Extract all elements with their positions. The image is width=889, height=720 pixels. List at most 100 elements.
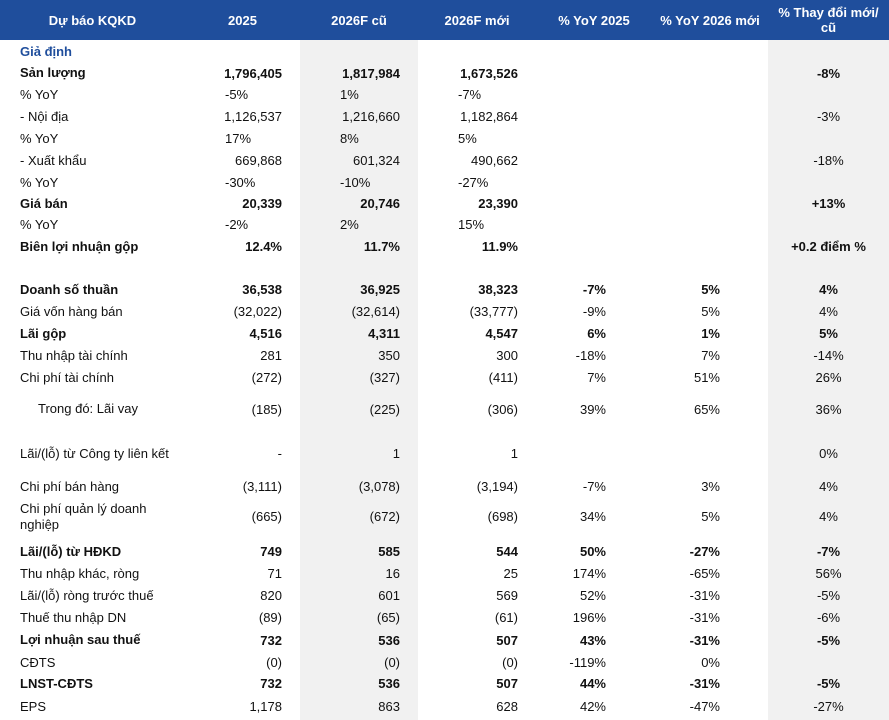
- cell-label: % YoY: [20, 86, 59, 102]
- cell-label: Thu nhập tài chính: [20, 347, 128, 363]
- table-row: LNST-CĐTS 732 536 507 44% -31% -5%: [0, 674, 889, 693]
- cell-y25: [536, 85, 606, 104]
- cell-chg: -18%: [813, 153, 844, 168]
- cell-v26o: -10%: [340, 175, 371, 190]
- cell-v2025: (185): [251, 401, 282, 417]
- cell-y26: 65%: [693, 401, 720, 417]
- cell-label: Giá bán: [20, 195, 68, 211]
- cell-y25: [536, 194, 606, 213]
- cell-label: Giả định: [20, 44, 72, 59]
- cell-v26o: 350: [378, 348, 400, 363]
- cell-v2025: 820: [260, 588, 282, 603]
- cell-v2025: 4,516: [249, 326, 282, 341]
- cell-v26o: 36,925: [360, 282, 400, 297]
- table-row: Lợi nhuận sau thuế 732 536 507 43% -31% -5%: [0, 630, 889, 650]
- cell-v26o: (0): [384, 655, 400, 670]
- cell-v2025: 36,538: [242, 282, 282, 297]
- cell-chg: [768, 85, 889, 104]
- cell-y26: 5%: [701, 282, 720, 297]
- table-row: % YoY -30% -10% -27%: [0, 173, 889, 192]
- cell-v26o: 8%: [340, 131, 359, 146]
- cell-v26o: 601,324: [353, 153, 400, 168]
- cell-v26n: (698): [487, 509, 518, 524]
- cell-chg: -5%: [816, 676, 841, 691]
- cell-label: Thu nhập khác, ròng: [20, 565, 140, 581]
- cell-y26: -65%: [689, 566, 720, 581]
- cell-v26n: 507: [496, 676, 518, 691]
- cell-chg: 56%: [815, 566, 842, 581]
- cell-v26n: [418, 259, 518, 278]
- cell-label: % YoY: [20, 174, 59, 190]
- cell-v26n: 11.9%: [481, 239, 518, 254]
- cell-chg: -5%: [816, 632, 841, 648]
- header-label: Dự báo KQKD: [48, 12, 137, 28]
- cell-y26: [652, 43, 720, 61]
- cell-v26n: 300: [496, 348, 518, 363]
- cell-label: Giá vốn hàng bán: [20, 303, 123, 319]
- cell-y25: [536, 151, 606, 170]
- cell-label: Lợi nhuận sau thuế: [20, 632, 141, 647]
- table-row: Chi phí bán hàng (3,111) (3,078) (3,194) -7%…: [0, 476, 889, 497]
- cell-v26n: 628: [496, 699, 518, 714]
- cell-y25: [536, 237, 606, 256]
- cell-label: Chi phí tài chính: [20, 369, 114, 385]
- header-2026-old: 2026F cũ: [331, 12, 387, 28]
- cell-v2025: 732: [260, 676, 282, 691]
- cell-v26o: 1,216,660: [342, 109, 400, 124]
- cell-v26n: 1,673,526: [460, 65, 518, 81]
- cell-y26: [652, 437, 720, 470]
- cell-label: Chi phí bán hàng: [20, 478, 120, 494]
- cell-y26: -31%: [689, 610, 720, 625]
- cell-v26o: (225): [369, 401, 400, 417]
- cell-v26o: (32,614): [351, 304, 400, 319]
- cell-v26n: 4,547: [485, 326, 518, 341]
- table-row: [0, 259, 889, 278]
- cell-label: LNST-CĐTS: [20, 675, 93, 691]
- table-row: - Nội địa 1,126,537 1,216,660 1,182,864 -3%: [0, 107, 889, 126]
- cell-chg: 4%: [819, 282, 838, 297]
- cell-y25: 34%: [579, 509, 606, 524]
- table-row: Doanh số thuần 36,538 36,925 38,323 -7% 5% 4%: [0, 280, 889, 299]
- cell-v26n: 38,323: [478, 282, 518, 297]
- cell-v2025: 1,126,537: [224, 109, 282, 124]
- cell-v26o: 11.7%: [363, 239, 400, 254]
- cell-v2025: -30%: [225, 175, 256, 190]
- cell-chg: -6%: [816, 610, 841, 625]
- cell-y25: 174%: [572, 566, 606, 581]
- table-row: Sản lượng 1,796,405 1,817,984 1,673,526 -8%: [0, 63, 889, 83]
- cell-v2025: [185, 43, 282, 61]
- cell-y26: 7%: [701, 348, 720, 363]
- table-header: Dự báo KQKD 2025 2026F cũ 2026F mới % Yo…: [0, 0, 889, 40]
- cell-v26n: 569: [496, 588, 518, 603]
- cell-v26n: 544: [496, 544, 518, 559]
- cell-v26n: 507: [496, 632, 518, 648]
- cell-label: % YoY: [20, 216, 59, 232]
- cell-y26: [652, 107, 720, 126]
- table-row: Chi phí quản lý doanh nghiệp (665) (672) (6…: [0, 498, 889, 535]
- table-row: Biên lợi nhuận gộp 12.4% 11.7% 11.9% +0.2 đi…: [0, 237, 889, 256]
- cell-label: CĐTS: [20, 654, 56, 670]
- cell-chg: [768, 259, 889, 278]
- cell-y26: 51%: [693, 370, 720, 385]
- cell-v26o: (327): [369, 370, 400, 385]
- shaded-column-2026-old: [300, 40, 418, 720]
- cell-y25: -18%: [575, 348, 606, 363]
- cell-chg: 26%: [815, 370, 842, 385]
- cell-v26n: 490,662: [471, 153, 518, 168]
- cell-v26o: (3,078): [358, 479, 400, 494]
- cell-label: - Xuất khẩu: [20, 152, 87, 168]
- cell-v2025: 281: [260, 348, 282, 363]
- cell-y25: 44%: [579, 676, 606, 691]
- cell-v26n: (61): [494, 610, 518, 625]
- cell-v26o: 585: [378, 544, 400, 559]
- cell-v2025: 1,796,405: [224, 65, 282, 81]
- cell-y25: 52%: [579, 588, 606, 603]
- cell-v2025: (3,111): [242, 479, 282, 494]
- cell-chg: +0.2 điểm %: [791, 239, 866, 254]
- cell-v26o: 1%: [340, 87, 359, 102]
- cell-label: EPS: [20, 698, 47, 714]
- table-row: Chi phí tài chính (272) (327) (411) 7% 51% 26%: [0, 368, 889, 387]
- cell-label: % YoY: [20, 130, 59, 146]
- cell-v26n: (0): [502, 655, 518, 670]
